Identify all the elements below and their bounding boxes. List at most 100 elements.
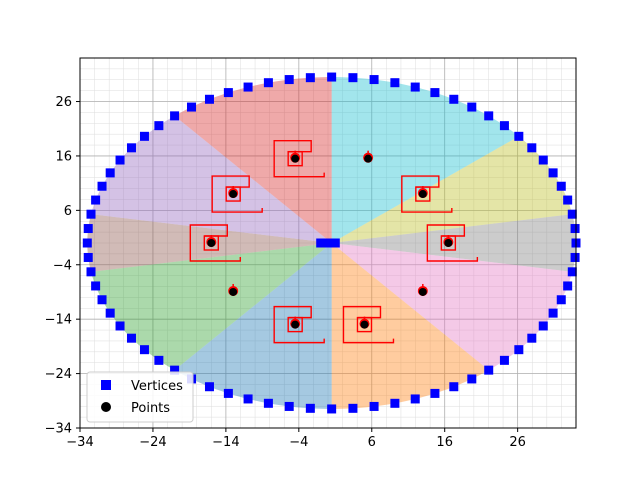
x-tick-label: 16	[436, 435, 453, 450]
vertex-marker	[126, 143, 136, 153]
vertex-marker	[410, 82, 420, 92]
vertex-marker	[86, 209, 96, 219]
y-tick-label: 26	[55, 95, 72, 110]
x-tick-label: 26	[509, 435, 526, 450]
vertex-marker	[348, 403, 358, 413]
point-marker	[444, 239, 453, 247]
vertex-marker	[369, 75, 379, 85]
vertex-marker	[499, 121, 509, 131]
outer-box	[273, 139, 325, 178]
vertex-marker	[105, 168, 115, 178]
vertex-marker	[430, 88, 440, 98]
point-marker	[418, 287, 427, 296]
vertex-marker	[204, 382, 214, 392]
y-tick-label: −14	[45, 313, 72, 328]
x-axis-ticks: −34 −24 −14 −4 6 16 26	[66, 428, 526, 450]
points	[206, 150, 454, 329]
vertex-marker	[305, 403, 315, 413]
vertex-marker	[316, 238, 326, 248]
vertex-marker	[263, 78, 273, 88]
vertex-marker	[449, 382, 459, 392]
sector	[174, 77, 332, 243]
y-tick-label: −24	[45, 367, 72, 382]
outer-box	[211, 175, 263, 213]
y-tick-label: 6	[64, 204, 72, 219]
outer-box	[273, 305, 325, 344]
vertex-marker	[170, 111, 180, 121]
vertex-marker	[139, 345, 149, 355]
point-marker	[229, 287, 238, 296]
vertex-marker	[263, 398, 273, 408]
sector	[331, 214, 576, 272]
point-marker	[229, 190, 238, 199]
vertex-marker	[327, 72, 337, 82]
vertex-marker	[369, 401, 379, 411]
legend-vertices-label: Vertices	[131, 379, 183, 394]
vertex-marker	[548, 308, 558, 318]
vertex-marker	[467, 374, 477, 384]
vertex-marker	[223, 88, 233, 98]
vertex-marker	[91, 281, 101, 291]
legend-box	[86, 371, 194, 423]
vertex-marker	[126, 333, 136, 343]
point-marker	[364, 154, 373, 163]
vertex-marker	[449, 94, 459, 104]
sectors	[87, 77, 576, 409]
vertex-marker	[83, 252, 93, 262]
vertex-marker	[154, 355, 164, 365]
vertex-marker	[430, 388, 440, 398]
x-tick-label: −4	[289, 435, 308, 450]
vertex-marker	[563, 195, 573, 205]
vertex-marker	[556, 295, 566, 305]
vertex-marker	[284, 401, 294, 411]
vertex-marker	[467, 102, 477, 112]
x-tick-label: −14	[212, 435, 239, 450]
vertex-marker	[97, 295, 107, 305]
vertex-marker	[305, 73, 315, 83]
boxes	[189, 139, 479, 344]
legend: Vertices Points	[86, 371, 194, 423]
legend-vertices-marker	[101, 380, 111, 390]
vertex-marker	[570, 252, 580, 262]
vertex-marker	[97, 181, 107, 191]
vertex-marker	[91, 195, 101, 205]
point-marker	[418, 190, 427, 199]
vertex-marker	[563, 281, 573, 291]
vertex-marker	[323, 238, 333, 248]
vertex-marker	[556, 181, 566, 191]
vertex-marker	[567, 209, 577, 219]
legend-points-marker	[101, 402, 111, 412]
vertex-marker	[527, 333, 537, 343]
outer-box	[401, 175, 453, 213]
vertex-marker	[390, 78, 400, 88]
vertex-marker	[223, 388, 233, 398]
point-marker	[291, 154, 300, 163]
sector	[331, 243, 489, 409]
vertex-marker	[484, 365, 494, 375]
plot-area	[79, 57, 581, 429]
vertex-marker	[410, 394, 420, 404]
x-tick-label: −34	[66, 435, 93, 450]
sector	[91, 243, 332, 371]
vertex-marker	[484, 111, 494, 121]
plot-frame	[79, 57, 577, 429]
vertex-marker	[105, 308, 115, 318]
vertex-marker	[567, 267, 577, 277]
sector	[91, 115, 332, 243]
y-tick-label: −4	[53, 258, 72, 273]
x-tick-label: −24	[139, 435, 166, 450]
vertex-marker	[115, 321, 125, 331]
outer-box	[426, 224, 479, 262]
y-axis-ticks: −34 −24 −14 −4 6 16 26	[45, 95, 80, 437]
vertex-marker	[186, 102, 196, 112]
vertex-marker	[82, 238, 92, 248]
vertex-marker	[243, 394, 253, 404]
outer-box	[189, 224, 241, 262]
point-marker	[291, 320, 300, 329]
sector	[331, 77, 519, 243]
vertex-marker	[330, 238, 340, 248]
vertex-marker	[514, 131, 524, 141]
vertex-marker	[348, 73, 358, 83]
vertex-marker	[548, 168, 558, 178]
vertex-marker	[243, 82, 253, 92]
